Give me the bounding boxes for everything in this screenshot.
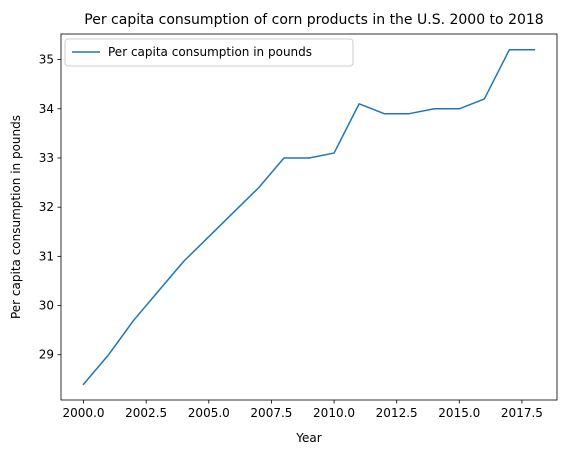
y-axis-ticks: 29 30 31 32 33 34 35: [39, 53, 61, 362]
legend-box: [64, 38, 354, 67]
chart-title: Per capita consumption of corn products …: [84, 12, 543, 28]
y-tick-label: 29: [39, 348, 54, 362]
series-line: [82, 48, 536, 386]
x-tick-label: 2007.5: [250, 406, 292, 420]
legend: Per capita consumption in pounds: [64, 38, 354, 67]
y-axis-label: Per capita consumption in pounds: [9, 115, 23, 319]
y-tick-label: 30: [39, 299, 54, 313]
x-tick-label: 2002.5: [125, 406, 167, 420]
y-tick-label: 33: [39, 151, 54, 165]
x-tick-label: 2012.5: [376, 406, 418, 420]
x-tick-label: 2005.0: [188, 406, 230, 420]
x-tick-label: 2015.0: [438, 406, 480, 420]
y-tick-label: 34: [39, 102, 54, 116]
y-tick-label: 31: [39, 249, 54, 263]
x-tick-label: 2010.0: [313, 406, 355, 420]
series-layer: [82, 48, 536, 386]
y-tick-label: 35: [39, 53, 54, 67]
x-axis-ticks: 2000.0 2002.5 2005.0 2007.5 2010.0 2012.5 2015…: [63, 400, 543, 420]
plot-area-frame: [60, 33, 558, 401]
x-tick-label: 2000.0: [63, 406, 105, 420]
x-axis-label: Year: [295, 431, 321, 445]
y-tick-label: 32: [39, 200, 54, 214]
legend-entry-label: Per capita consumption in pounds: [108, 45, 312, 59]
x-tick-label: 2017.5: [501, 406, 543, 420]
